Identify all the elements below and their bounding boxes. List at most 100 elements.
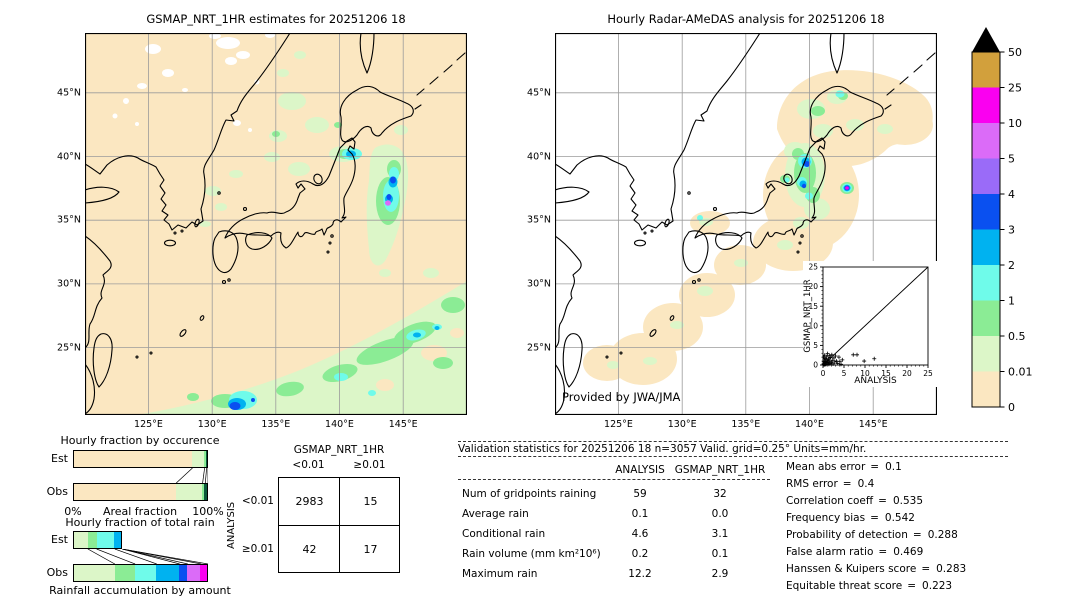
metric-value: 0.542 bbox=[884, 512, 915, 524]
svg-text:0.5: 0.5 bbox=[1008, 330, 1026, 343]
occurrence-obs-bar bbox=[73, 483, 208, 501]
contingency-table: 2983 15 42 17 bbox=[278, 477, 400, 573]
equals: = bbox=[878, 546, 888, 558]
stats-value: 3.1 bbox=[711, 528, 729, 540]
stats-row-label: Maximum rain bbox=[462, 568, 538, 580]
lon-tick-label: 130°E bbox=[197, 419, 227, 430]
bar-segment bbox=[204, 484, 207, 500]
svg-text:25: 25 bbox=[923, 369, 933, 378]
stats-row-label: Num of gridpoints raining bbox=[462, 488, 597, 500]
svg-text:20: 20 bbox=[808, 282, 818, 291]
svg-text:10: 10 bbox=[1008, 117, 1022, 130]
bar-segment bbox=[96, 532, 115, 548]
svg-text:1: 1 bbox=[1008, 294, 1015, 307]
metric-row: Probability of detection = 0.288 bbox=[786, 529, 958, 541]
divider bbox=[458, 441, 1008, 442]
metric-label: Mean abs error bbox=[786, 461, 866, 473]
svg-text:50: 50 bbox=[1008, 46, 1022, 59]
bar-segment bbox=[156, 565, 180, 581]
bar-segment bbox=[74, 451, 192, 467]
equals: = bbox=[870, 461, 880, 473]
bar-segment bbox=[205, 451, 207, 467]
lon-tick-label: 135°E bbox=[731, 419, 761, 430]
metric-value: 0.535 bbox=[892, 495, 924, 507]
metric-row: Frequency bias = 0.542 bbox=[786, 512, 915, 524]
obs-label: Obs bbox=[46, 566, 68, 579]
metric-value: 0.223 bbox=[922, 580, 953, 592]
metric-label: Correlation coeff bbox=[786, 495, 874, 507]
bar-segment bbox=[200, 565, 207, 581]
stats-col-gsmap: GSMAP_NRT_1HR bbox=[674, 464, 766, 476]
lat-tick-label: 40°N bbox=[527, 151, 551, 162]
scatter-inset: 0 5 10 15 20 25 0 5 10 15 20 25 ANALYSIS GSMAP_NRT_1H… bbox=[803, 261, 937, 387]
svg-text:0: 0 bbox=[813, 361, 818, 370]
metric-value: 0.469 bbox=[893, 546, 924, 558]
lat-tick-label: 40°N bbox=[57, 151, 81, 162]
lon-tick-label: 145°E bbox=[858, 419, 888, 430]
totalrain-connectors bbox=[73, 549, 208, 564]
metric-label: Probability of detection bbox=[786, 529, 908, 541]
lat-tick-label: 45°N bbox=[527, 87, 551, 99]
svg-text:5: 5 bbox=[1008, 152, 1015, 165]
obs-label: Obs bbox=[46, 485, 68, 498]
stats-row-label: Conditional rain bbox=[462, 528, 546, 540]
lat-tick-label: 25°N bbox=[57, 342, 81, 354]
svg-text:4: 4 bbox=[1008, 188, 1015, 201]
svg-text:ANALYSIS: ANALYSIS bbox=[854, 376, 897, 386]
equals: = bbox=[870, 512, 879, 524]
lat-tick-label: 25°N bbox=[527, 342, 551, 354]
metric-label: Equitable threat score bbox=[786, 580, 903, 592]
colorbar: 50 25 10 5 4 3 2 1 0.5 0.01 0 bbox=[971, 27, 1033, 412]
occurrence-connectors bbox=[73, 468, 208, 483]
lat-tick-label: 30°N bbox=[57, 278, 81, 290]
bar-segment bbox=[88, 532, 97, 548]
scatter-inset-plot: 0 5 10 15 20 25 0 5 10 15 20 25 ANALYSIS GSMAP_NRT_1H… bbox=[803, 263, 933, 386]
lat-tick-label: 35°N bbox=[57, 214, 81, 226]
totalrain-est-bar bbox=[73, 531, 208, 549]
gsmap-map-panel: 45°N 40°N 35°N 30°N 25°N 125°E 130°E 135°E 140°E… bbox=[57, 32, 468, 430]
heavy-rain-spot bbox=[385, 200, 391, 206]
areal-fraction-label: Areal fraction bbox=[102, 505, 178, 518]
equals: = bbox=[842, 478, 852, 490]
lon-tick-label: 140°E bbox=[325, 419, 354, 430]
stats-value: 0.0 bbox=[711, 508, 729, 520]
equals: = bbox=[907, 580, 917, 592]
svg-text:15: 15 bbox=[808, 302, 818, 311]
stats-row-label: Rain volume (mm km²10⁶) bbox=[462, 548, 601, 560]
bar-segment bbox=[201, 484, 205, 500]
svg-text:0: 0 bbox=[1008, 401, 1015, 412]
lon-tick-label: 125°E bbox=[134, 419, 163, 430]
metric-label: Hanssen & Kuipers score bbox=[786, 563, 917, 575]
gridlines bbox=[85, 33, 467, 415]
stats-value: 0.2 bbox=[631, 548, 649, 560]
metric-value: 0.283 bbox=[936, 563, 967, 575]
equals: = bbox=[921, 563, 931, 575]
stats-value: 0.1 bbox=[711, 548, 729, 560]
contingency-cell: 2983 bbox=[295, 495, 324, 508]
precip-blobs-gsmap bbox=[112, 32, 467, 415]
svg-text:25: 25 bbox=[808, 263, 818, 272]
lon-tick-label: 145°E bbox=[388, 419, 418, 430]
bar-segment bbox=[187, 565, 201, 581]
metric-row: RMS error = 0.4 bbox=[786, 478, 874, 490]
occurrence-chart-title: Hourly fraction by occurence bbox=[60, 434, 220, 447]
lon-tick-label: 125°E bbox=[604, 419, 633, 430]
stats-value: 32 bbox=[713, 488, 727, 500]
occurrence-est-bar bbox=[73, 450, 208, 468]
credit-text: Provided by JWA/JMA bbox=[562, 390, 681, 404]
bar-segment bbox=[114, 532, 122, 548]
equals: = bbox=[878, 495, 887, 507]
svg-text:20: 20 bbox=[902, 369, 912, 378]
rainfall-amount-label: Rainfall accumulation by amount bbox=[49, 584, 231, 597]
equals: = bbox=[912, 529, 922, 541]
map-border bbox=[84, 32, 468, 416]
totalrain-obs-bar bbox=[73, 564, 208, 582]
contingency-col-header: ≥0.01 bbox=[353, 459, 386, 471]
bar-segment bbox=[135, 565, 157, 581]
contingency-cell: 17 bbox=[363, 543, 378, 556]
stats-header: Validation statistics for 20251206 18 n=… bbox=[458, 443, 867, 455]
bar-segment bbox=[74, 565, 116, 581]
contingency-col-group: GSMAP_NRT_1HR bbox=[293, 444, 385, 456]
left-map-title: GSMAP_NRT_1HR estimates for 20251206 18 bbox=[146, 12, 406, 26]
metric-row: False alarm ratio = 0.469 bbox=[786, 546, 923, 558]
